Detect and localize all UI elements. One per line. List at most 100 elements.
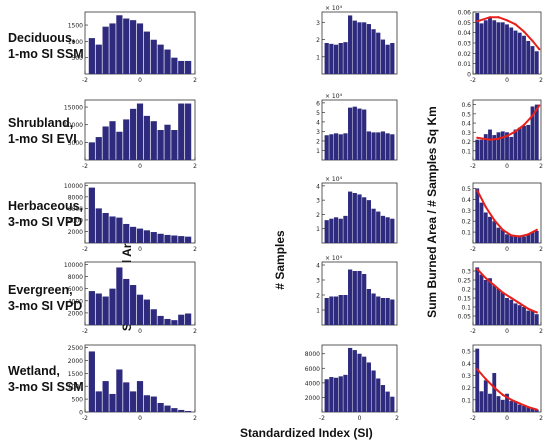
x-tick-label: -2: [470, 77, 476, 84]
bar: [352, 193, 357, 243]
y-tick-label: 1500: [68, 371, 83, 378]
bar: [390, 134, 395, 160]
bar: [338, 376, 343, 412]
y-tick-label: 0.1: [461, 305, 471, 312]
chart-panel: 0.05 0.1 0.15 0.2 0.25 0.3 -2 0 2: [458, 261, 543, 335]
fit-point: [514, 130, 517, 133]
y-tick-label: 0.3: [461, 130, 471, 137]
bar: [102, 26, 109, 74]
bar: [95, 44, 102, 74]
bar: [143, 230, 150, 243]
bar: [185, 236, 192, 243]
bar: [116, 217, 123, 243]
bar: [352, 271, 357, 325]
bar: [385, 298, 390, 325]
x-tick-label: 0: [505, 163, 509, 170]
row-label-line1: Deciduous,: [8, 31, 76, 45]
bar: [150, 309, 157, 325]
bar: [371, 293, 376, 325]
x-tick-label: 2: [193, 246, 197, 253]
row-label-line2: 1-mo SI EVI: [8, 132, 77, 146]
fit-point: [510, 398, 513, 401]
bar: [136, 294, 144, 325]
bar: [348, 15, 353, 75]
bar: [362, 274, 367, 325]
bar: [517, 235, 522, 243]
bar: [329, 377, 334, 412]
bar: [385, 133, 390, 160]
y-tick-label: 2000: [68, 310, 83, 317]
fit-point: [497, 137, 500, 140]
y-tick-label: 0.3: [461, 269, 471, 276]
bar: [522, 405, 526, 412]
fit-point: [531, 39, 534, 43]
bar: [526, 407, 531, 412]
y-tick-label: 0.03: [458, 41, 472, 48]
y-tick-label: 1: [316, 308, 320, 315]
bar: [362, 356, 367, 412]
y-tick-label: 4: [316, 183, 320, 190]
bar: [505, 234, 509, 243]
bar: [143, 115, 150, 160]
bar: [513, 129, 518, 160]
y-tick-label: 5: [316, 110, 320, 117]
bar: [130, 391, 137, 412]
y-tick-label: 0.05: [458, 314, 472, 321]
chart-panel: 0.1 0.2 0.3 0.4 0.5 0.6 -2 0 2: [461, 99, 543, 170]
y-tick-label: 0.3: [461, 208, 471, 215]
bar: [88, 351, 95, 412]
bar: [333, 377, 339, 412]
y-tick-label: 2: [316, 293, 320, 300]
bar: [371, 29, 376, 74]
bar: [136, 381, 144, 412]
bar: [329, 296, 334, 325]
x-tick-label: 2: [539, 246, 543, 253]
fit-point: [497, 16, 500, 19]
fit-curve: [476, 16, 541, 50]
bar: [136, 228, 144, 243]
bar: [157, 402, 164, 412]
y-tick-label: 6000: [305, 366, 320, 373]
fit-point: [505, 19, 509, 22]
chart-panel: 1 2 3 × 10⁴: [316, 5, 398, 75]
bar: [88, 142, 95, 160]
bar: [479, 23, 484, 74]
bar: [380, 215, 386, 243]
bar: [376, 32, 381, 74]
fit-point: [488, 138, 492, 141]
chart-panel: 00.010.020.030.040.050.06-2 0 2: [458, 10, 543, 85]
row-label-line1: Shrubland,: [8, 116, 74, 130]
bar: [530, 310, 535, 325]
bar: [178, 103, 185, 160]
bar: [492, 221, 497, 243]
chart-panel: 2000 4000 6000 8000 -2 0 2: [305, 344, 399, 422]
x-tick-label: 0: [505, 415, 509, 422]
bar: [517, 127, 522, 160]
bar: [500, 131, 505, 160]
fit-point: [488, 16, 492, 19]
bar: [157, 233, 164, 243]
bar: [348, 269, 353, 325]
bar: [333, 217, 339, 243]
bar: [376, 211, 381, 243]
bar: [513, 236, 518, 243]
row-label-line2: 3-mo SI SSM: [8, 380, 84, 394]
bar: [475, 13, 480, 75]
x-tick-label: 0: [138, 246, 142, 253]
y-tick-label: 4000: [68, 217, 83, 224]
y-tick-label: 2: [316, 212, 320, 219]
bar: [164, 318, 171, 325]
bar: [376, 296, 381, 325]
bar: [343, 295, 348, 325]
bar: [376, 378, 381, 412]
bar: [385, 391, 390, 412]
bar: [509, 401, 514, 412]
bar: [362, 109, 367, 160]
bar: [366, 362, 371, 412]
y-tick-label: 2: [316, 138, 320, 145]
bar: [116, 369, 123, 412]
fit-point: [518, 402, 521, 405]
bar: [357, 353, 362, 412]
